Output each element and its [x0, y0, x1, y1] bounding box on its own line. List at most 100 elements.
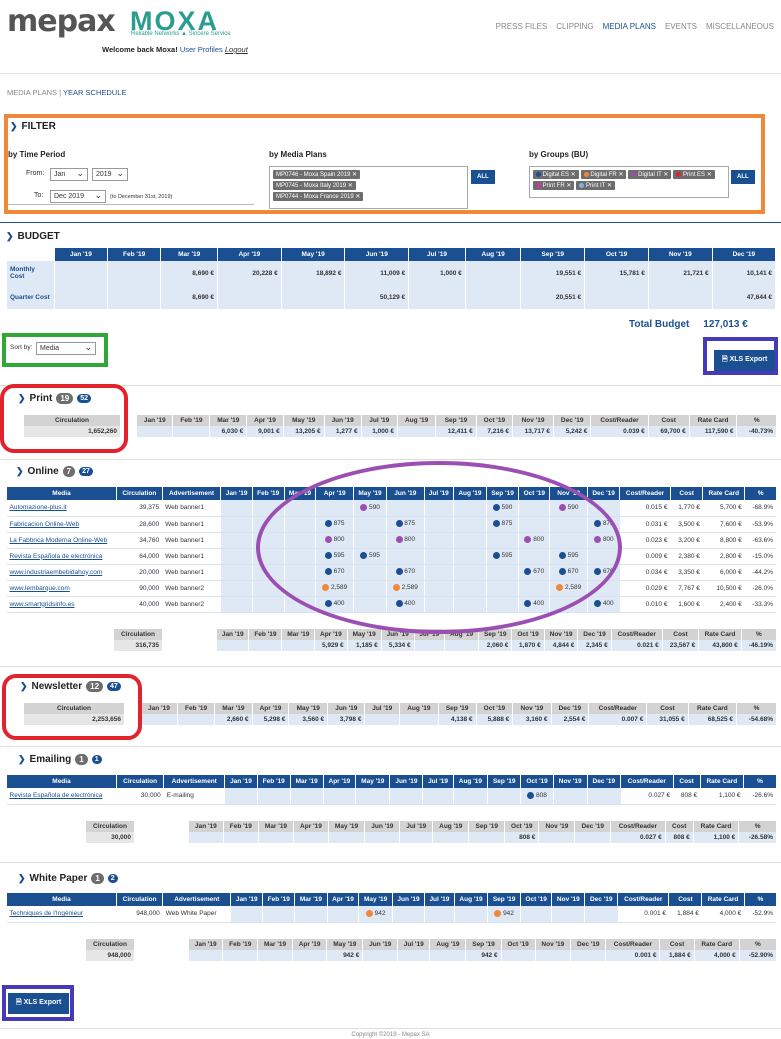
quarter-cost-cell	[647, 285, 713, 309]
quarter-cost-cell: 47,644 €	[711, 285, 775, 309]
group-chip[interactable]: Digital FR ✕	[580, 170, 627, 179]
column-header: Nov '19	[543, 629, 578, 640]
column-header: Mar '19	[294, 893, 328, 906]
placement-dot-icon[interactable]	[494, 910, 502, 918]
groups-input[interactable]: Digital ES ✕ Digital FR ✕ Digital IT ✕ P…	[529, 166, 729, 198]
column-header: Cost	[647, 415, 690, 426]
media-link[interactable]: Techniques de l'Ingénieur	[6, 906, 117, 923]
column-header: Sep '19	[486, 775, 521, 788]
user-profiles-link[interactable]: User Profiles	[179, 45, 223, 54]
media-link[interactable]: www.lembarque.com	[6, 580, 117, 597]
total-budget: Total Budget 127,013 €	[629, 319, 748, 330]
from-month-select[interactable]: Jan	[50, 168, 88, 181]
media-all-button[interactable]: ALL	[471, 170, 495, 184]
row-pct: -33.3%	[744, 596, 776, 613]
column-header: Rate Card	[693, 939, 740, 950]
online-count-badge: 7	[62, 466, 76, 477]
column-header: Nov '19	[552, 775, 588, 788]
online-title[interactable]: ❯ Online 7 27	[16, 466, 93, 477]
nav-miscellaneous[interactable]: MISCELLANEOUS	[705, 22, 774, 31]
placement-dot-icon[interactable]	[365, 910, 373, 918]
nav-media-plans[interactable]: MEDIA PLANS	[602, 22, 656, 31]
column-header: May '19	[346, 629, 382, 640]
breadcrumb-root[interactable]: MEDIA PLANS	[7, 88, 58, 97]
to-select[interactable]: Dec 2019	[50, 190, 106, 203]
media-chip[interactable]: MP0744 - Moxa France 2019 ✕	[273, 192, 364, 201]
month-cell	[519, 906, 552, 923]
group-chip[interactable]: Print IT ✕	[576, 181, 615, 190]
media-link[interactable]: Revista Española de electrónica	[6, 548, 117, 565]
monthly-cost-cell	[106, 261, 161, 285]
from-year-select[interactable]: 2019	[92, 168, 128, 181]
filter-title[interactable]: ❯ FILTER	[10, 121, 56, 132]
print-title[interactable]: ❯ Print 19 52	[18, 393, 92, 404]
groups-all-button[interactable]: ALL	[731, 170, 755, 184]
column-header: Jan '19	[215, 629, 249, 640]
summary-cell	[248, 640, 282, 651]
column-header: Aug '19	[431, 821, 469, 832]
quarter-cost-cell	[584, 285, 649, 309]
summary-cell: 117,590 €	[688, 426, 737, 437]
media-plans-input[interactable]: MP0746 - Moxa Spain 2019 ✕ MP0745 - Moxa…	[269, 166, 468, 209]
placement-dot-icon[interactable]	[594, 600, 602, 608]
column-header: Jan '19	[187, 939, 223, 950]
moxa-logo: MOXA	[130, 6, 219, 36]
month-header: Aug '19	[464, 248, 521, 261]
group-chip[interactable]: Print ES ✕	[673, 170, 715, 179]
newsletter-sub-badge: 47	[107, 682, 121, 691]
group-chip[interactable]: Digital IT ✕	[628, 170, 672, 179]
placement-dot-icon[interactable]	[527, 792, 535, 800]
media-link[interactable]: Revista Española de electrónica	[6, 788, 117, 805]
mepax-logo[interactable]: mepax	[7, 4, 116, 39]
column-header: Jul '19	[360, 415, 398, 426]
xls-export-button-bottom[interactable]: 🗎 XLS Export	[8, 993, 70, 1014]
media-link[interactable]: Automazione-plus.it	[6, 500, 117, 517]
group-chip[interactable]: Digital ES ✕	[533, 170, 579, 179]
budget-table: Jan '19 Feb '19 Mar '19 Apr '19 May '19 Jun '…	[6, 248, 775, 309]
column-header: Rate Card	[701, 893, 745, 906]
summary-cell: 2,060 €	[478, 640, 512, 651]
column-header: Jul '19	[399, 821, 433, 832]
budget-title[interactable]: ❯ BUDGET	[6, 231, 60, 242]
xls-export-button[interactable]: 🗎 XLS Export	[714, 350, 776, 371]
group-chip[interactable]: Print FR ✕	[533, 181, 575, 190]
column-header: Jul '19	[422, 775, 454, 788]
sort-select[interactable]: Media	[36, 342, 96, 355]
month-cell	[224, 788, 258, 805]
media-link[interactable]: Fabricacion Online-Web	[6, 516, 117, 533]
chevron-right-icon: ❯	[20, 681, 28, 691]
advertisement-cell: Web banner2	[162, 596, 221, 613]
quarter-cost-cell	[54, 285, 108, 309]
nav-clipping[interactable]: CLIPPING	[556, 22, 594, 31]
media-link[interactable]: La Fabbrica Moderna Online-Web	[6, 532, 117, 549]
newsletter-title[interactable]: ❯ Newsletter 12 47	[20, 681, 121, 692]
month-cell	[262, 906, 295, 923]
summary-cell: 5,334 €	[380, 640, 415, 651]
column-header: Feb '19	[172, 415, 210, 426]
media-chip[interactable]: MP0746 - Moxa Spain 2019 ✕	[273, 170, 361, 179]
column-header: Cost/Reader	[620, 775, 674, 788]
column-header: Oct '19	[504, 821, 539, 832]
column-header: Jan '19	[140, 703, 178, 714]
column-header: Media	[6, 893, 117, 906]
summary-cell: 9,001 €	[246, 426, 284, 437]
column-header: Aug '19	[429, 939, 466, 950]
month-cell	[391, 906, 425, 923]
circ-label: Circulation	[24, 703, 124, 714]
nav-events[interactable]: EVENTS	[664, 22, 697, 31]
month-header: Jun '19	[344, 248, 409, 261]
summary-cell	[431, 832, 469, 843]
nav-press-files[interactable]: PRESS FILES	[495, 22, 548, 31]
column-header: %	[743, 775, 776, 788]
media-link[interactable]: www.industriaembebidahoy.com	[6, 564, 117, 581]
online-title-text: Online	[27, 466, 59, 477]
logout-link[interactable]: Logout	[224, 45, 248, 54]
media-link[interactable]: www.smartgridsinfo.es	[6, 596, 117, 613]
column-header: Jan '19	[230, 893, 263, 906]
row-pct: -63.6%	[744, 532, 776, 549]
divider	[0, 666, 781, 667]
row-cost: 2,380 €	[670, 548, 703, 565]
media-chip[interactable]: MP0745 - Moxa Italy 2019 ✕	[273, 181, 356, 190]
